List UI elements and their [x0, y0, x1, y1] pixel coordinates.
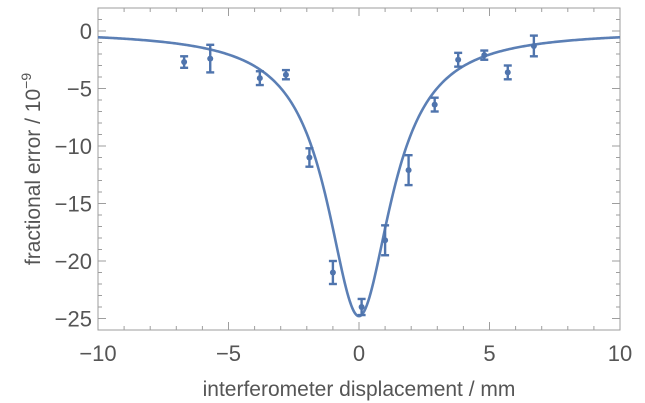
y-tick-label: −10 — [55, 134, 92, 159]
point-marker — [181, 59, 188, 66]
x-tick-label: −5 — [216, 341, 241, 366]
point-marker — [530, 42, 537, 49]
y-axis-label-exponent: −9 — [18, 73, 34, 89]
point-marker — [256, 75, 263, 82]
data-point — [281, 68, 290, 81]
x-tick-label: −10 — [79, 341, 116, 366]
point-marker — [329, 269, 336, 276]
fit-curve — [97, 35, 621, 318]
data-point — [255, 70, 264, 87]
x-tick-label: 10 — [608, 341, 632, 366]
point-marker — [382, 237, 389, 244]
point-marker — [455, 56, 462, 63]
ticks — [97, 7, 621, 331]
y-tick-label: −15 — [55, 192, 92, 217]
point-marker — [358, 304, 365, 310]
data-point — [480, 49, 489, 61]
tick-labels: −10 −5 0 5 10 0 −5 −10 −15 −20 −25 — [55, 19, 633, 366]
point-marker — [282, 71, 289, 78]
y-tick-label: −20 — [55, 249, 92, 274]
point-marker — [431, 101, 438, 108]
data-point — [357, 297, 366, 317]
x-axis-label: interferometer displacement / mm — [203, 378, 516, 401]
data-point — [430, 96, 439, 113]
y-axis-label: fractional error / 10−9 — [18, 73, 45, 265]
y-tick-label: 0 — [80, 19, 92, 44]
data-point — [206, 43, 215, 74]
plot-frame — [97, 7, 621, 331]
data-point — [503, 64, 512, 81]
x-tick-label: 5 — [483, 341, 495, 366]
y-axis-label-text: fractional error / 10 — [22, 89, 45, 265]
y-tick-label: −5 — [67, 77, 92, 102]
point-marker — [207, 55, 214, 62]
point-marker — [504, 69, 511, 76]
data-points — [180, 34, 538, 317]
point-marker — [481, 52, 488, 59]
data-point — [529, 34, 538, 58]
x-tick-label: 0 — [353, 341, 365, 366]
data-point — [454, 51, 463, 68]
data-point — [305, 147, 314, 168]
point-marker — [306, 154, 313, 161]
data-point — [328, 259, 337, 286]
data-point — [180, 55, 189, 70]
data-point — [381, 224, 390, 257]
data-point — [404, 153, 413, 187]
y-tick-label: −25 — [55, 307, 92, 332]
point-marker — [405, 167, 412, 174]
